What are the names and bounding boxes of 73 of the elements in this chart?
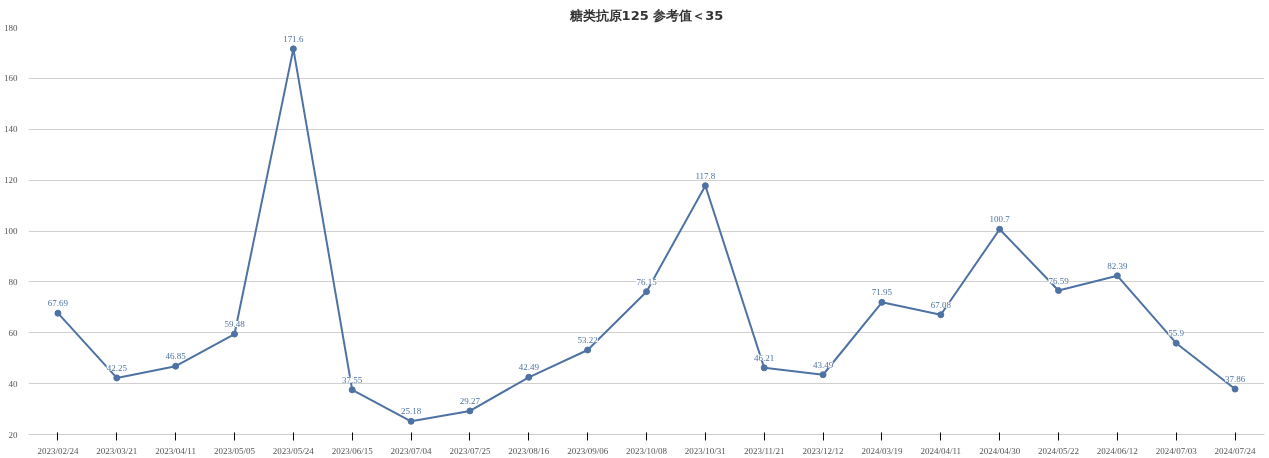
- point: [525, 373, 533, 381]
- x-tick-label: 2023/12/12: [802, 445, 844, 456]
- data-label: 43.49: [812, 359, 834, 370]
- point: [701, 182, 709, 190]
- point: [466, 407, 474, 415]
- point: [937, 311, 945, 319]
- point: [819, 371, 827, 379]
- x-tick-label: 2024/03/19: [861, 445, 903, 456]
- data-label: 42.25: [106, 362, 128, 373]
- data-label: 25.18: [400, 406, 422, 417]
- point: [1113, 272, 1121, 280]
- x-tick-label: 2023/06/15: [331, 445, 374, 456]
- point: [996, 225, 1004, 233]
- data-label: 29.27: [459, 395, 481, 406]
- y-tick-label: 160: [4, 73, 18, 84]
- x-tick-label: 2024/05/22: [1038, 445, 1080, 456]
- point: [1231, 385, 1239, 393]
- point: [407, 417, 415, 425]
- point: [348, 386, 356, 394]
- data-label: 46.21: [754, 352, 775, 363]
- x-tick-label: 2023/11/21: [743, 445, 785, 456]
- point: [289, 45, 297, 53]
- point: [54, 309, 62, 317]
- x-tick-label: 2023/09/06: [567, 445, 609, 456]
- x-tick-label: 2023/08/16: [508, 445, 550, 456]
- data-label: 59.48: [224, 319, 246, 330]
- x-tick-label: 2023/04/11: [155, 445, 196, 456]
- point: [1055, 287, 1062, 295]
- y-tick-label: 100: [4, 226, 18, 236]
- x-tick-label: 2024/06/12: [1096, 445, 1138, 456]
- y-tick-label: 180: [4, 22, 18, 33]
- data-label: 67.08: [930, 299, 952, 310]
- data-label: 37.86: [1224, 374, 1246, 385]
- y-tick-label: 40: [8, 378, 18, 389]
- chart-title: 糖类抗原125 参考值＜35: [568, 7, 724, 23]
- x-tick-label: 2024/04/30: [979, 445, 1021, 456]
- point: [172, 362, 180, 370]
- x-tick-label: 2023/10/08: [626, 445, 668, 456]
- point: [878, 298, 886, 306]
- point: [1172, 339, 1180, 347]
- data-label: 171.6: [283, 33, 304, 44]
- x-tick-label: 2023/07/04: [390, 445, 433, 456]
- data-label: 53.22: [577, 335, 598, 345]
- point: [643, 288, 650, 296]
- data-label: 37.55: [342, 374, 363, 385]
- data-label: 76.59: [1048, 275, 1070, 286]
- point: [113, 374, 121, 382]
- x-tick-label: 2023/05/24: [272, 445, 315, 456]
- data-label: 42.49: [518, 362, 540, 373]
- x-tick-label: 2023/10/31: [684, 445, 726, 456]
- y-tick-label: 120: [4, 175, 18, 186]
- y-tick-label: 80: [8, 276, 18, 287]
- data-label: 76.15: [636, 276, 658, 287]
- y-tick-label: 60: [8, 327, 18, 338]
- x-tick-label: 2023/07/25: [449, 445, 491, 456]
- data-label: 100.7: [989, 214, 1011, 225]
- x-tick-label: 2024/07/24: [1214, 445, 1257, 456]
- x-tick-label: 2024/07/03: [1155, 445, 1198, 456]
- data-label: 82.39: [1107, 260, 1128, 271]
- data-label: 67.69: [47, 298, 69, 309]
- data-label: 55.9: [1168, 328, 1185, 339]
- y-tick-label: 20: [8, 429, 18, 440]
- x-tick-label: 2023/02/24: [37, 445, 79, 456]
- point: [760, 364, 768, 372]
- point: [231, 330, 238, 338]
- y-tick-label: 140: [4, 124, 18, 135]
- x-tick-label: 2023/03/21: [96, 445, 138, 456]
- x-tick-label: 2023/05/05: [214, 445, 256, 456]
- data-label: 71.95: [871, 287, 893, 298]
- point: [584, 346, 592, 354]
- data-label: 117.8: [695, 170, 716, 181]
- data-label: 46.85: [165, 351, 187, 362]
- x-tick-label: 2024/04/11: [920, 445, 962, 456]
